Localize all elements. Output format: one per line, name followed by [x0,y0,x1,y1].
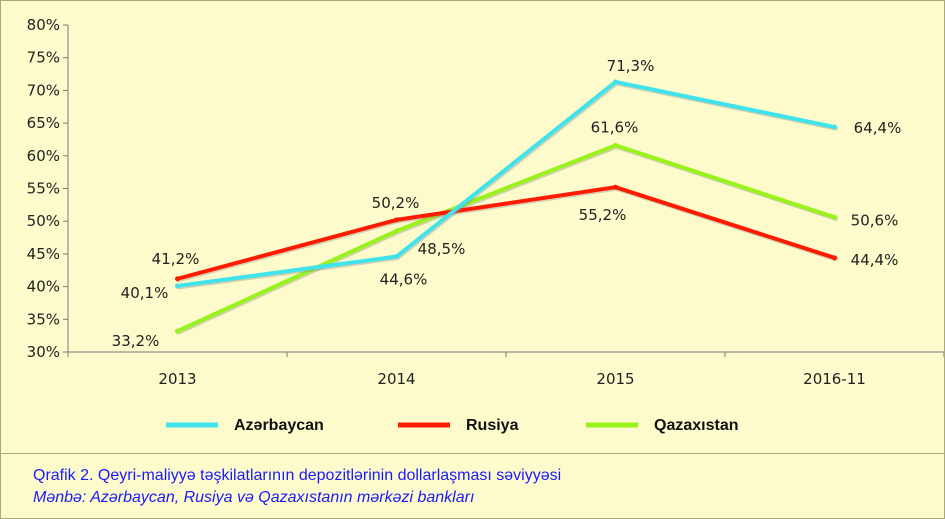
y-tick-label: 75% [27,49,60,67]
legend-label: Azərbaycan [234,417,324,434]
x-tick-label: 2013 [158,370,196,388]
data-label: 55,2% [579,206,627,224]
data-point [175,328,180,334]
data-label: 61,6% [591,118,639,136]
data-label: 44,6% [380,271,428,289]
data-point [175,276,180,282]
y-tick-label: 60% [27,147,60,165]
data-label: 48,5% [418,240,466,258]
caption-separator [1,453,944,454]
data-point [394,217,399,223]
x-tick-label: 2016-11 [803,370,866,388]
data-point [394,254,399,260]
data-point [175,283,180,289]
data-label: 44,4% [851,251,899,269]
line-chart: 30% 35% 40% 45% 50% 55% 60% 65% 70% 75% 80% 2013 201… [1,1,944,453]
chart-caption: Qrafik 2. Qeyri-maliyyə təşkilatlarının … [33,465,561,509]
y-tick-label: 55% [27,180,60,198]
data-point [394,228,399,234]
y-tick-label: 45% [27,245,60,263]
x-tick-label: 2014 [377,370,415,388]
y-tick-label: 40% [27,278,60,296]
data-label: 64,4% [854,119,902,137]
data-label: 40,1% [121,284,169,302]
data-label: 71,3% [607,57,655,75]
y-tick-label: 80% [27,16,60,34]
caption-title: Qrafik 2. Qeyri-maliyyə təşkilatlarının … [33,467,562,484]
data-point [613,79,618,85]
data-point [832,255,837,261]
data-label: 50,2% [372,194,420,212]
x-tick-label: 2015 [596,370,634,388]
y-tick-label: 65% [27,114,60,132]
series-shadow [176,143,838,335]
series-line-1 [175,185,837,281]
data-label: 41,2% [152,250,200,268]
legend-label: Qazaxıstan [654,417,738,434]
chart-svg: 30% 35% 40% 45% 50% 55% 60% 65% 70% 75% 80% 2013 201… [27,16,944,434]
legend-label: Rusiya [466,417,519,434]
data-point [613,142,618,148]
caption-source: Mənbə: Azərbaycan, Rusiya və Qazaxıstanı… [33,489,475,506]
y-tick-label: 70% [27,81,60,99]
series-line-2 [175,143,837,334]
series-line-0 [175,79,837,288]
y-tick-label: 50% [27,212,60,230]
data-point [613,184,618,190]
y-tick-label: 35% [27,310,60,328]
data-label: 33,2% [112,332,160,350]
data-point [832,214,837,220]
y-tick-label: 30% [27,343,60,361]
data-point [832,124,837,130]
data-label: 50,6% [851,211,899,229]
